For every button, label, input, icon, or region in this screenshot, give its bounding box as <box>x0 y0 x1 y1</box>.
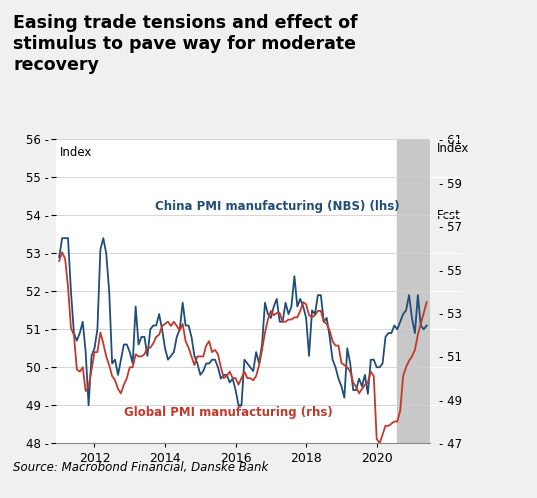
Text: Index: Index <box>60 145 92 158</box>
Text: Index: Index <box>437 142 469 155</box>
Text: Easing trade tensions and effect of
stimulus to pave way for moderate
recovery: Easing trade tensions and effect of stim… <box>13 14 358 74</box>
Text: Source: Macrobond Financial, Danske Bank: Source: Macrobond Financial, Danske Bank <box>13 461 268 474</box>
Text: Fcst: Fcst <box>437 209 461 222</box>
Text: China PMI manufacturing (NBS) (lhs): China PMI manufacturing (NBS) (lhs) <box>155 200 400 213</box>
Text: Global PMI manufacturing (rhs): Global PMI manufacturing (rhs) <box>124 406 332 419</box>
Bar <box>397 139 447 443</box>
